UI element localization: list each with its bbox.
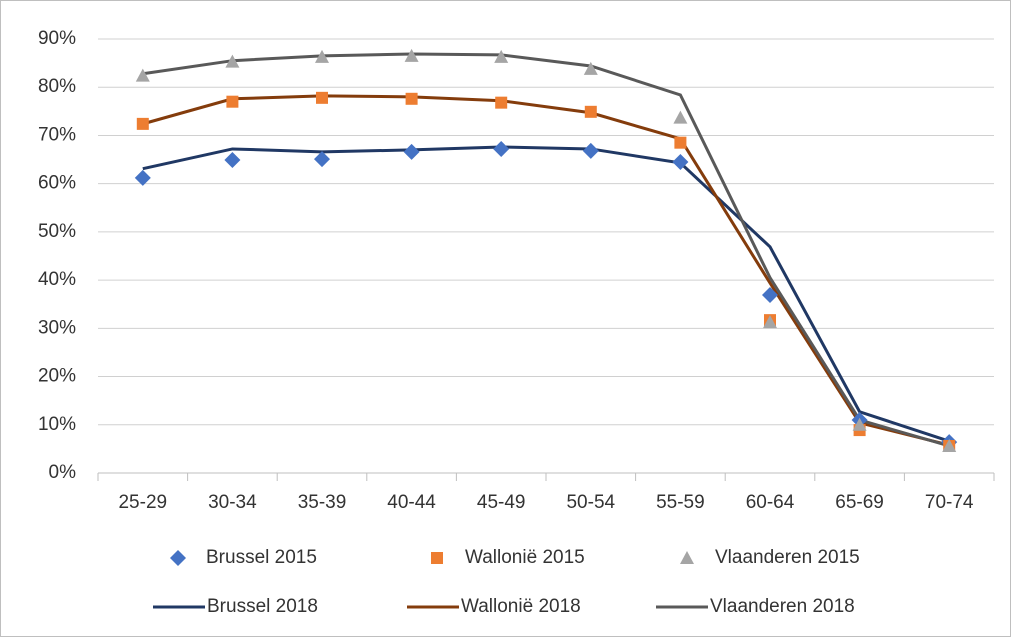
x-tick-label: 45-49 (477, 492, 526, 513)
series-line (142, 94, 950, 447)
legend-label: Brussel 2015 (206, 547, 317, 568)
marker-square (674, 136, 687, 149)
marker-square (405, 92, 418, 105)
y-tick-label: 20% (38, 366, 76, 387)
legend-label: Wallonië 2015 (465, 547, 585, 568)
y-tick-label: 30% (38, 317, 76, 338)
marker-triangle (135, 68, 150, 82)
marker-diamond (170, 550, 186, 566)
y-tick-label: 70% (38, 124, 76, 145)
y-tick-label: 80% (38, 76, 76, 97)
x-tick-label: 50-54 (566, 492, 615, 513)
marker-diamond (672, 153, 689, 170)
legend-label: Vlaanderen 2015 (715, 547, 860, 568)
marker-diamond (314, 151, 330, 168)
marker-triangle (494, 49, 509, 63)
marker-diamond (134, 169, 151, 186)
marker-diamond (582, 142, 599, 159)
series-line (142, 145, 950, 443)
x-tick-label: 30-34 (208, 492, 257, 513)
legend-label: Brussel 2018 (207, 596, 318, 617)
marker-square (431, 552, 443, 564)
legend-label: Vlaanderen 2018 (710, 596, 855, 617)
marker-diamond (224, 152, 241, 169)
series-line (142, 52, 950, 448)
marker-diamond (493, 140, 510, 157)
y-tick-label: 60% (38, 173, 76, 194)
marker-diamond (403, 143, 420, 160)
marker-diamond (762, 287, 778, 304)
marker-square (584, 105, 597, 118)
x-tick-label: 70-74 (925, 492, 974, 513)
marker-triangle (404, 48, 419, 62)
x-tick-label: 65-69 (835, 492, 884, 513)
marker-triangle (315, 49, 329, 63)
marker-triangle (225, 54, 240, 68)
x-tick-label: 55-59 (656, 492, 705, 513)
x-tick-label: 40-44 (387, 492, 436, 513)
y-tick-label: 50% (38, 221, 76, 242)
x-tick-label: 25-29 (118, 492, 167, 513)
marker-triangle (680, 551, 694, 564)
legend-label: Wallonië 2018 (461, 596, 581, 617)
marker-square (495, 96, 508, 109)
marker-square (136, 117, 149, 130)
marker-triangle (583, 61, 598, 75)
marker-triangle (942, 438, 957, 452)
marker-triangle (673, 110, 688, 124)
marker-square (316, 91, 328, 104)
marker-square (226, 95, 239, 108)
marker-triangle (763, 315, 777, 329)
y-tick-label: 40% (38, 269, 76, 290)
y-tick-label: 90% (38, 28, 76, 49)
marker-triangle (852, 417, 867, 431)
x-tick-label: 60-64 (746, 492, 795, 513)
x-tick-label: 35-39 (298, 492, 347, 513)
y-tick-label: 10% (38, 414, 76, 435)
y-tick-label: 0% (49, 462, 77, 483)
